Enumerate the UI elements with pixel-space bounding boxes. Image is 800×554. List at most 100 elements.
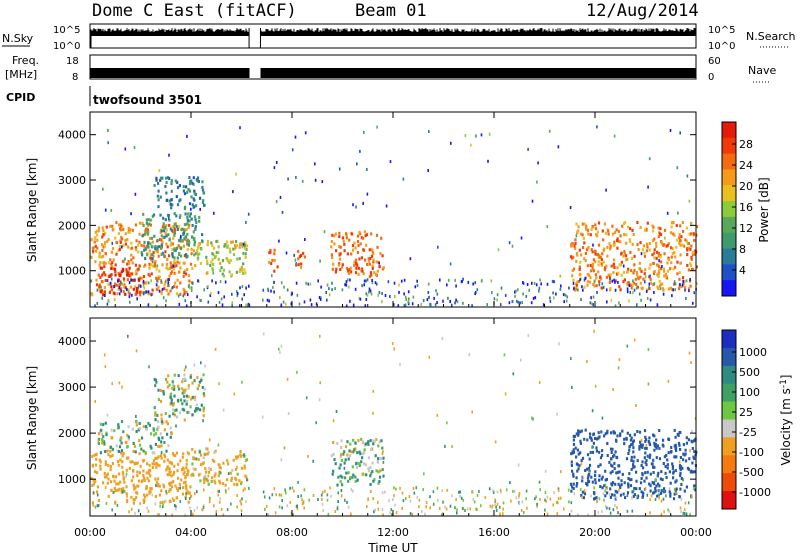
data-cell: [163, 226, 166, 230]
data-cell: [616, 272, 619, 276]
data-cell: [107, 128, 109, 132]
data-cell: [516, 299, 518, 303]
data-cell: [611, 224, 614, 228]
nsearch-tick-bottom: 10^0: [708, 41, 735, 52]
data-cell: [185, 253, 188, 257]
data-cell: [368, 287, 371, 291]
data-cell: [655, 438, 658, 442]
data-cell: [118, 283, 121, 287]
nsearch-tick-top: 10^5: [708, 25, 735, 36]
data-cell: [108, 291, 111, 295]
data-cell: [212, 246, 216, 250]
data-cell: [161, 251, 164, 255]
data-cell: [544, 491, 547, 495]
data-cell: [677, 434, 680, 437]
data-cell: [166, 458, 169, 462]
data-cell: [584, 276, 587, 280]
data-cell: [131, 272, 134, 276]
data-cell: [230, 273, 233, 277]
data-cell: [182, 486, 185, 490]
data-cell: [616, 506, 618, 510]
data-cell: [344, 283, 346, 287]
data-cell: [190, 207, 192, 211]
data-cell: [192, 238, 195, 241]
data-cell: [667, 451, 670, 455]
data-cell: [640, 298, 642, 302]
data-cell: [218, 479, 221, 483]
data-cell: [243, 466, 246, 470]
data-cell: [192, 197, 195, 201]
data-cell: [173, 261, 176, 265]
data-cell: [117, 423, 120, 427]
data-cell: [183, 399, 186, 403]
data-cell: [636, 494, 638, 498]
data-cell: [107, 141, 109, 145]
data-cell: [186, 218, 189, 222]
data-cell: [223, 295, 225, 299]
data-cell: [628, 444, 631, 448]
data-cell: [623, 222, 626, 225]
data-cell: [157, 388, 160, 392]
data-cell: [670, 221, 673, 225]
data-cell: [125, 472, 128, 476]
data-cell: [686, 242, 689, 246]
data-cell: [162, 216, 165, 220]
data-cell: [215, 251, 218, 255]
data-cell: [352, 489, 354, 493]
data-cell: [213, 479, 216, 483]
data-cell: [206, 479, 209, 483]
data-cell: [127, 288, 130, 292]
data-cell: [275, 161, 278, 164]
data-cell: [579, 441, 582, 445]
data-cell: [358, 462, 361, 466]
data-cell: [135, 349, 138, 353]
data-cell: [693, 470, 696, 474]
data-cell: [641, 460, 644, 464]
data-cell: [534, 497, 536, 501]
data-cell: [636, 459, 639, 463]
data-cell: [599, 485, 602, 488]
data-cell: [644, 268, 647, 272]
data-cell: [562, 293, 565, 297]
radar-title: Dome C East (fitACF): [92, 1, 297, 21]
data-cell: [236, 290, 238, 294]
data-cell: [356, 234, 360, 238]
data-cell: [652, 261, 655, 265]
data-cell: [170, 198, 173, 202]
data-cell: [338, 235, 341, 239]
data-cell: [597, 263, 600, 267]
data-cell: [128, 467, 131, 470]
data-cell: [238, 479, 241, 483]
data-cell: [420, 303, 422, 306]
data-cell: [190, 286, 193, 290]
data-cell: [680, 477, 683, 480]
data-cell: [301, 502, 304, 506]
data-cell: [110, 273, 113, 277]
data-cell: [652, 458, 655, 462]
data-cell: [492, 490, 495, 494]
data-cell: [214, 347, 217, 351]
power-colorbar-swatch: [722, 280, 736, 297]
data-cell: [172, 408, 175, 412]
data-cell: [679, 283, 681, 287]
data-cell: [167, 213, 170, 217]
data-cell: [112, 258, 115, 262]
data-cell: [449, 300, 451, 303]
data-cell: [188, 176, 191, 179]
data-cell: [181, 380, 184, 384]
data-cell: [211, 476, 214, 480]
data-cell: [150, 446, 153, 450]
data-cell: [154, 413, 157, 417]
data-cell: [409, 257, 412, 261]
data-cell: [168, 153, 170, 157]
data-cell: [362, 452, 365, 456]
data-cell: [121, 454, 124, 458]
data-cell: [98, 458, 101, 462]
data-cell: [159, 399, 163, 403]
data-cell: [234, 244, 237, 248]
velocity-colorbar-swatch: [722, 383, 736, 403]
data-cell: [294, 135, 297, 139]
data-cell: [659, 253, 662, 257]
data-cell: [243, 268, 246, 272]
data-cell: [173, 212, 176, 216]
